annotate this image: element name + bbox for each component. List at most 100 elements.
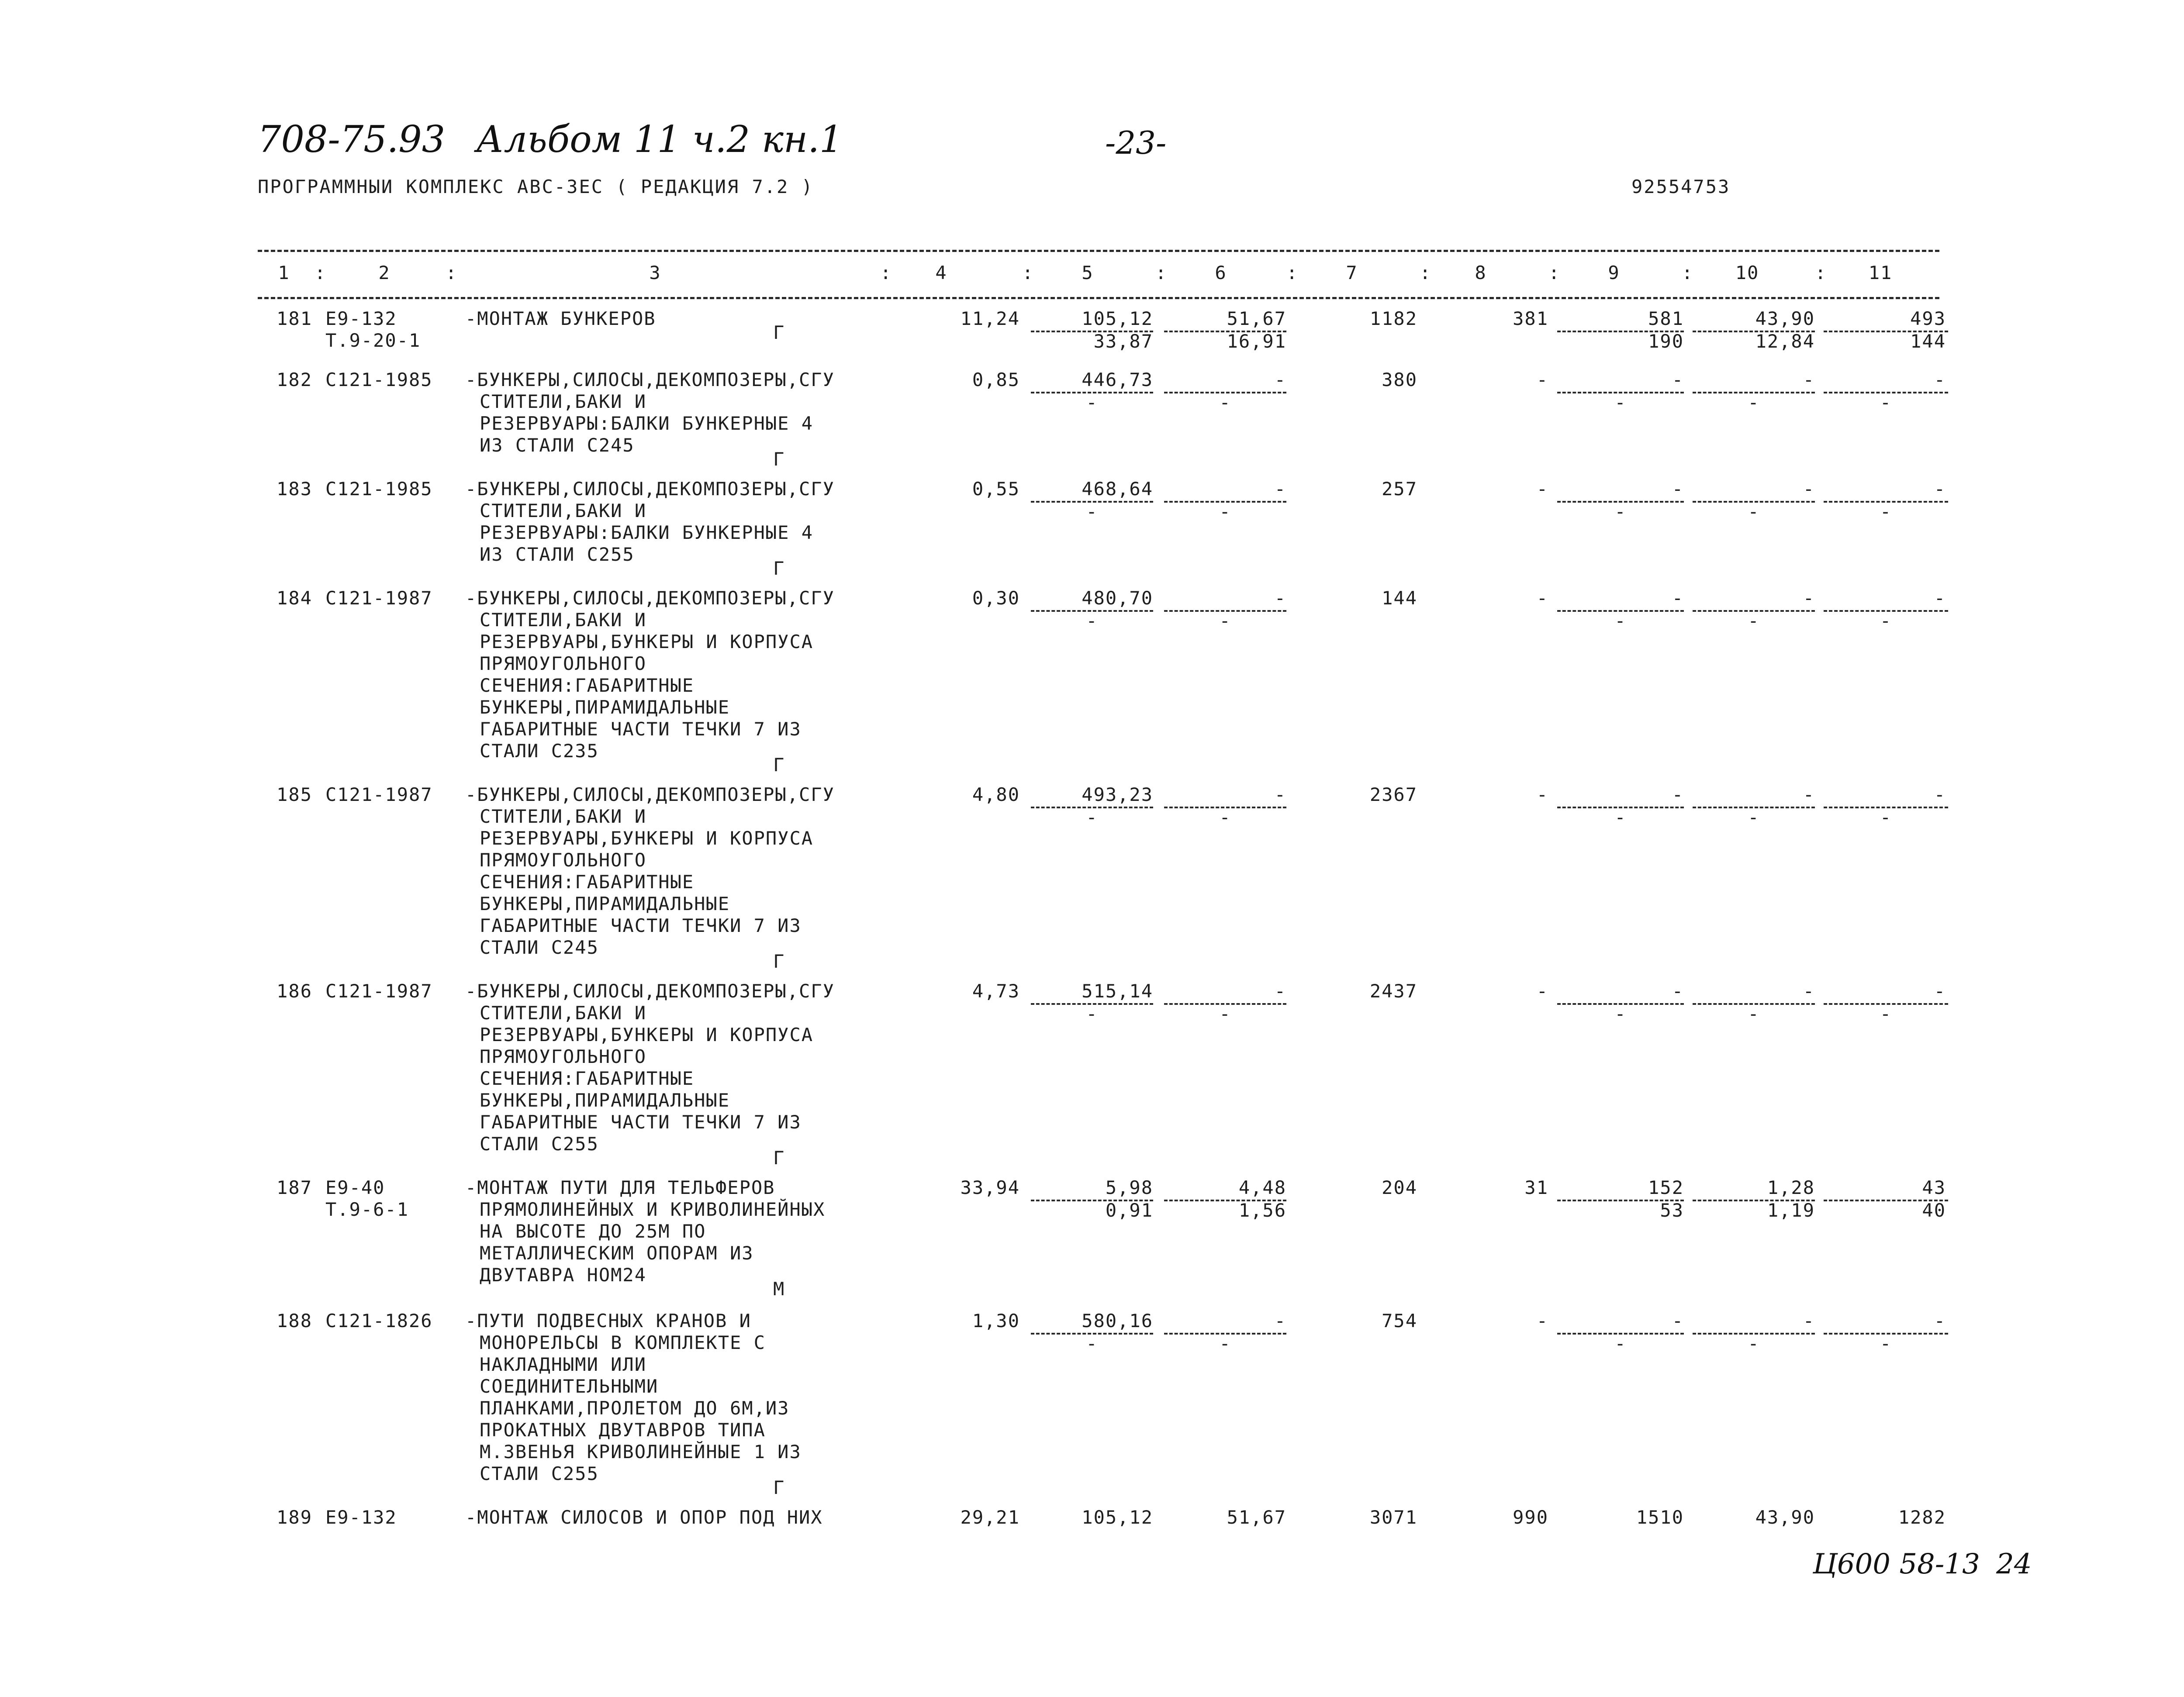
cell-divider [1693,1003,1815,1005]
cell-c10: - [1803,1310,1815,1331]
cell-c7: 1182 [1369,308,1417,329]
column-separator: : [1022,262,1034,283]
cell-divider [1693,1200,1815,1201]
sub-cell-c5: 33,87 [1093,331,1153,352]
cell-c7: 144 [1382,587,1417,609]
cell-divider [1824,1200,1948,1201]
cell-c4: 0,55 [972,478,1020,500]
cell-c5: 580,16 [1082,1310,1153,1331]
description-line: СОЕДИНИТЕЛЬНЫМИ [480,1376,659,1397]
sub-cell-c9: - [1614,501,1627,522]
cell-c10: 43,90 [1755,308,1815,329]
cell-divider [1031,1200,1153,1201]
row-number: 187 [276,1177,312,1198]
description-line: ИЗ СТАЛИ С255 [480,544,635,565]
description-line: РЕЗЕРВУАРЫ:БАЛКИ БУНКЕРНЫЕ 4 [480,522,814,543]
description-line: ГАБАРИТНЫЕ ЧАСТИ ТЕЧКИ 7 ИЗ [480,718,802,740]
cell-divider [1031,610,1153,612]
cell-c11: 1282 [1898,1507,1946,1528]
cell-c5: 105,12 [1082,1507,1153,1528]
sub-cell-c11: - [1880,610,1892,631]
cell-c8: - [1536,1310,1548,1331]
unit-mark: М [773,1278,785,1300]
cell-c6: - [1274,587,1286,609]
description-line: РЕЗЕРВУАРЫ,БУНКЕРЫ И КОРПУСА [480,828,814,849]
column-separator: : [1420,262,1432,283]
cell-divider [1693,501,1815,503]
cell-c10: 43,90 [1755,1507,1815,1528]
column-header-cell: 1 [278,262,290,283]
cell-divider [1693,610,1815,612]
cell-c7: 3071 [1369,1507,1417,1528]
norm-code-2: Т.9-20-1 [325,330,421,351]
cell-divider [1031,807,1153,808]
cell-c5: 468,64 [1082,478,1153,500]
description-line: -БУНКЕРЫ,СИЛОСЫ,ДЕКОМПОЗЕРЫ,СГУ [465,478,835,500]
sub-cell-c6: - [1219,807,1231,828]
cell-c8: - [1536,784,1548,805]
cell-c10: - [1803,587,1815,609]
sub-cell-c5: 0,91 [1105,1200,1153,1221]
description-line: -МОНТАЖ СИЛОСОВ И ОПОР ПОД НИХ [465,1507,823,1528]
description-line: СТИТЕЛИ,БАКИ И [480,806,647,827]
cell-divider [1164,1003,1286,1005]
sheet-number: 24 [1996,1548,2032,1580]
sub-cell-c11: - [1880,1333,1892,1354]
cell-divider [1031,501,1153,503]
cell-c7: 2367 [1369,784,1417,805]
cell-divider [1824,807,1948,808]
column-separator: : [1286,262,1299,283]
row-number: 186 [276,980,312,1002]
description-line: ПРЯМОУГОЛЬНОГО [480,1046,647,1067]
cell-c6: 51,67 [1227,1507,1286,1528]
column-header-cell: 6 [1215,262,1227,283]
unit-mark: Г [773,322,785,343]
cell-c4: 0,85 [972,369,1020,390]
cell-divider [1164,610,1286,612]
cell-c5: 446,73 [1082,369,1153,390]
column-header-cell: 4 [935,262,947,283]
cell-divider [1031,1333,1153,1335]
norm-code-2: Т.9-6-1 [325,1199,409,1220]
sub-cell-c5: - [1086,392,1098,413]
sub-cell-c10: - [1748,610,1760,631]
cell-divider [1031,331,1153,332]
description-line: СТАЛИ С255 [480,1133,599,1155]
description-line: -БУНКЕРЫ,СИЛОСЫ,ДЕКОМПОЗЕРЫ,СГУ [465,587,835,609]
column-header-cell: 8 [1475,262,1487,283]
cell-divider [1557,392,1684,393]
cell-c7: 2437 [1369,980,1417,1002]
cell-c11: - [1934,369,1946,390]
cell-divider [1824,1333,1948,1335]
description-line: СТАЛИ С245 [480,937,599,958]
cell-c11: - [1934,478,1946,500]
column-header-cell: 5 [1082,262,1094,283]
cell-divider [1164,331,1286,332]
description-line: ПРОКАТНЫХ ДВУТАВРОВ ТИПА [480,1419,766,1441]
cell-divider [1031,1003,1153,1005]
norm-code: С121-1987 [325,784,433,805]
cell-divider [1693,807,1815,808]
cell-c6: - [1274,369,1286,390]
cell-divider [1557,1200,1684,1201]
cell-c6: 4,48 [1238,1177,1286,1198]
cell-c9: 152 [1648,1177,1684,1198]
description-line: ПРЯМОЛИНЕЙНЫХ И КРИВОЛИНЕЙНЫХ [480,1199,826,1220]
cell-divider [1824,331,1948,332]
sub-cell-c5: - [1086,1003,1098,1024]
cell-c11: 493 [1910,308,1946,329]
description-line: СТАЛИ С255 [480,1463,599,1484]
cell-c4: 33,94 [960,1177,1020,1198]
cell-c5: 480,70 [1082,587,1153,609]
sub-cell-c5: - [1086,1333,1098,1354]
cell-c9: 1510 [1636,1507,1684,1528]
description-line: ГАБАРИТНЫЕ ЧАСТИ ТЕЧКИ 7 ИЗ [480,1111,802,1133]
sub-cell-c6: 16,91 [1227,331,1286,352]
footer-stamp: Ц600 58-13 [1813,1548,1980,1580]
unit-mark: Г [773,1477,785,1498]
norm-code: С121-1826 [325,1310,433,1331]
sub-cell-c10: - [1748,1003,1760,1024]
cell-divider [1164,392,1286,393]
cell-c8: - [1536,980,1548,1002]
cell-c9: - [1672,587,1684,609]
